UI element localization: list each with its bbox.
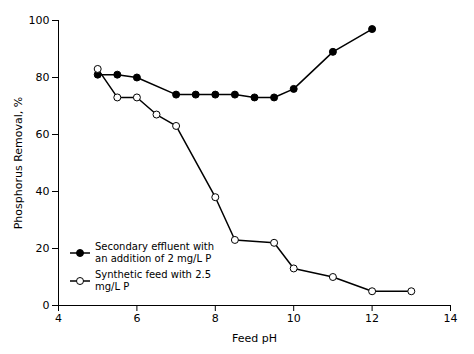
svg-text:0: 0 [43,299,50,312]
svg-text:80: 80 [36,71,50,84]
svg-text:60: 60 [36,128,50,141]
html-text:Secondary effluent with an add: Secondary effluent with an addition of 2… [95,241,215,264]
svg-text:4: 4 [55,312,62,325]
svg-text:6: 6 [133,312,140,325]
svg-text:Phosphorus Removal, %: Phosphorus Removal, % [12,97,25,230]
svg-text:12: 12 [365,312,379,325]
svg-text:20: 20 [36,242,50,255]
svg-text:40: 40 [36,185,50,198]
svg-text:100: 100 [29,14,50,27]
svg-text:Feed pH: Feed pH [232,332,277,345]
svg-text:14: 14 [444,312,458,325]
svg-text:10: 10 [287,312,301,325]
html-text:Synthetic feed with 2.5 mg/L P: Synthetic feed with 2.5 mg/L P [95,269,211,292]
svg-text:8: 8 [212,312,219,325]
